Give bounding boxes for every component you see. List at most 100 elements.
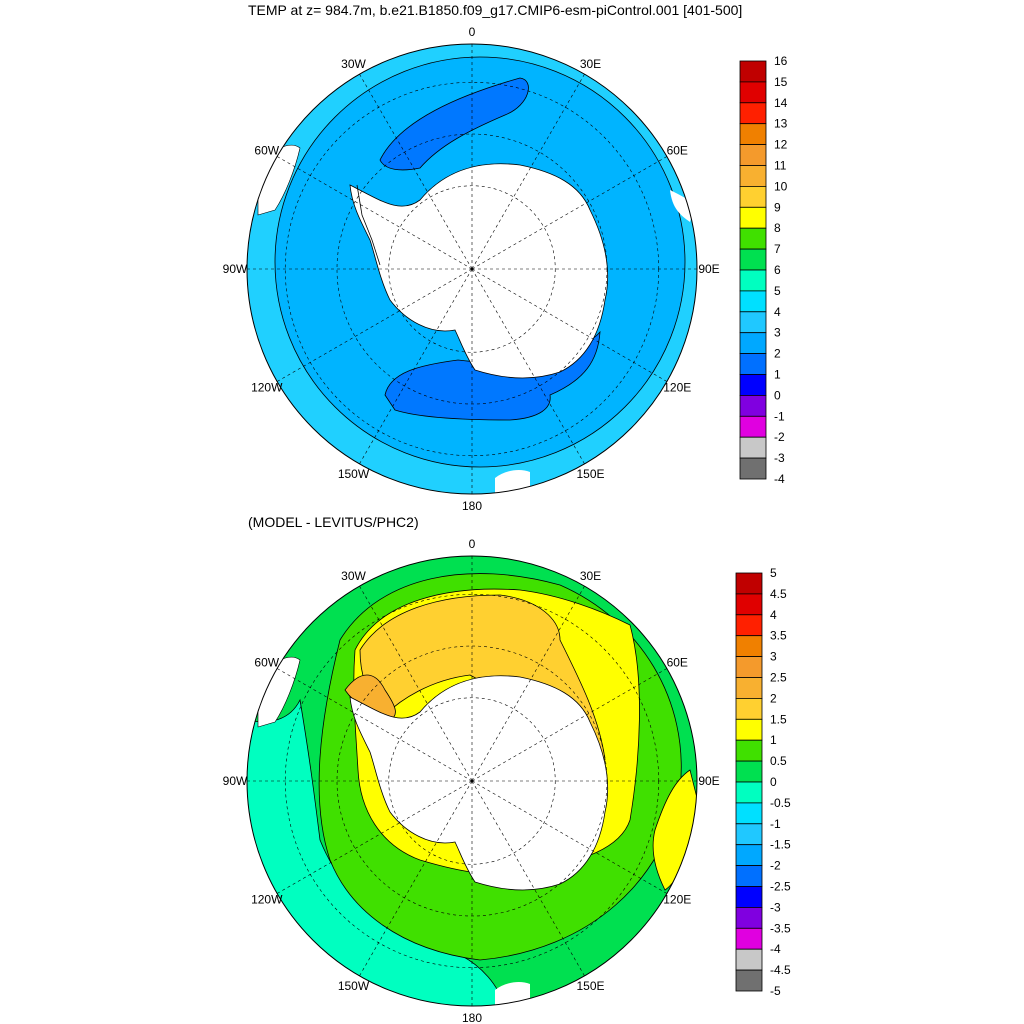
- colorbar-label: 14: [774, 96, 788, 110]
- longitude-label-0: 0: [469, 537, 476, 551]
- meridian-line-30E: [471, 73, 585, 270]
- colorbar-swatch-14: [739, 353, 767, 375]
- colorbar-label: 12: [774, 138, 788, 152]
- colorbar-swatch-19: [739, 457, 767, 480]
- plot-title: TEMP at z= 984.7m, b.e21.B1850.f09_g17.C…: [248, 2, 743, 18]
- colorbar-swatch-0: [739, 60, 767, 83]
- colorbar-label: 15: [774, 75, 788, 89]
- antarctica-landmass-bottom: [349, 675, 609, 891]
- longitude-label-90E: 90E: [698, 262, 719, 276]
- meridian-line-60E: [471, 668, 668, 782]
- colorbar-swatch-4: [739, 144, 767, 166]
- colorbar-label: 11: [774, 159, 787, 173]
- meridian-line-120W: [276, 780, 473, 894]
- longitude-label-90W: 90W: [223, 262, 248, 276]
- colorbar-label: -1: [774, 409, 785, 423]
- colorbar-swatch-2: [739, 102, 767, 125]
- longitude-label-60W: 60W: [254, 656, 279, 670]
- meridian-line-60W: [276, 668, 473, 782]
- top-longitude-labels: 0 30E 60E 90E 120E 150E 180 150W 120W 90W 60W 30W: [223, 25, 720, 513]
- bottom-longitude-labels: 0 30E 60E 90E 120E 150E 180 150W 120W 90W 60W 30W: [223, 537, 720, 1024]
- colorbar-swatch-15: [739, 374, 767, 396]
- colorbar-swatch-8: [739, 227, 767, 250]
- colorbar-swatch-3: [739, 123, 767, 145]
- longitude-label-150E: 150E: [576, 467, 604, 481]
- longitude-label-60E: 60E: [667, 144, 688, 158]
- meridian-line-30W: [359, 73, 473, 270]
- top-deep-band-north: [379, 77, 529, 171]
- antarctica-landmass: [349, 163, 609, 379]
- colorbar-label: 3.5: [770, 629, 787, 643]
- top-polar-map: 0 30E 60E 90E 120E 150E 180 150W 120W 90W 60W 30W: [223, 25, 720, 513]
- colorbar-swatch-5: [735, 677, 763, 699]
- colorbar-swatch-9: [739, 248, 767, 271]
- colorbar-label: 0: [774, 388, 781, 402]
- colorbar-swatch-18: [739, 436, 767, 459]
- colorbar-swatch-14: [735, 865, 763, 887]
- meridian-line-120E: [471, 268, 668, 382]
- colorbar-label: 13: [774, 117, 788, 131]
- meridian-line-150E: [471, 780, 585, 977]
- longitude-label-0: 0: [469, 25, 476, 39]
- longitude-label-90E: 90E: [698, 774, 719, 788]
- colorbar-swatch-6: [735, 698, 763, 720]
- colorbar-label: 1: [770, 733, 777, 747]
- colorbar-swatch-8: [735, 739, 763, 762]
- colorbar-label: -2: [770, 859, 781, 873]
- colorbar-label: 2: [774, 347, 781, 361]
- latitude-circle-2: [388, 185, 556, 353]
- colorbar-swatch-7: [735, 718, 763, 741]
- meridian-line-60W: [276, 156, 473, 270]
- longitude-label-120E: 120E: [663, 893, 691, 907]
- longitude-label-150E: 150E: [576, 979, 604, 993]
- colorbar-swatch-13: [735, 844, 763, 867]
- colorbar-swatch-3: [735, 635, 763, 658]
- meridian-line-150W: [359, 268, 473, 465]
- colorbar-swatch-2: [735, 614, 763, 637]
- top-land-60e: [670, 190, 695, 222]
- colorbar-label: -2.5: [770, 880, 791, 894]
- meridian-line-120W: [276, 268, 473, 382]
- longitude-label-30E: 30E: [580, 569, 601, 583]
- colorbar-label: 6: [774, 263, 781, 277]
- colorbar-label: 9: [774, 200, 781, 214]
- colorbar-label: -4.5: [770, 963, 791, 977]
- bottom-graticule: [247, 556, 697, 1006]
- colorbar-swatch-18: [735, 948, 763, 971]
- colorbar-label: 1.5: [770, 712, 787, 726]
- colorbar-swatch-1: [739, 81, 767, 104]
- meridian-line-30W: [359, 585, 473, 782]
- pole-marker: [470, 779, 474, 783]
- colorbar-swatch-12: [735, 823, 763, 846]
- colorbar-label: 2.5: [770, 671, 787, 685]
- colorbar-label: -3: [770, 900, 781, 914]
- colorbar-label: -5: [770, 984, 781, 998]
- colorbar-label: 4: [774, 305, 781, 319]
- colorbar-swatch-5: [739, 165, 767, 187]
- longitude-label-30E: 30E: [580, 57, 601, 71]
- longitude-label-150W: 150W: [338, 467, 370, 481]
- top-deep-band-south: [384, 330, 601, 421]
- meridian-line-150E: [471, 268, 585, 465]
- meridian-line-120E: [471, 780, 668, 894]
- longitude-label-30W: 30W: [341, 569, 366, 583]
- colorbar-label: -3: [774, 451, 785, 465]
- peninsula-coast: [356, 184, 381, 266]
- longitude-label-60W: 60W: [254, 144, 279, 158]
- colorbar-swatch-7: [739, 206, 767, 229]
- meridian-line-60E: [471, 156, 668, 270]
- colorbar-swatch-16: [739, 394, 767, 417]
- colorbar-swatch-19: [735, 969, 763, 992]
- colorbar-label: -1.5: [770, 838, 791, 852]
- colorbar-label: 8: [774, 221, 781, 235]
- colorbar-label: -3.5: [770, 921, 791, 935]
- colorbar-label: 1: [774, 368, 781, 382]
- longitude-label-150W: 150W: [338, 979, 370, 993]
- colorbar-swatch-10: [739, 269, 767, 292]
- colorbar-label: -4: [774, 472, 785, 486]
- colorbar-swatch-13: [739, 332, 767, 355]
- colorbar-label: 2: [770, 691, 777, 705]
- colorbar-swatch-15: [735, 886, 763, 908]
